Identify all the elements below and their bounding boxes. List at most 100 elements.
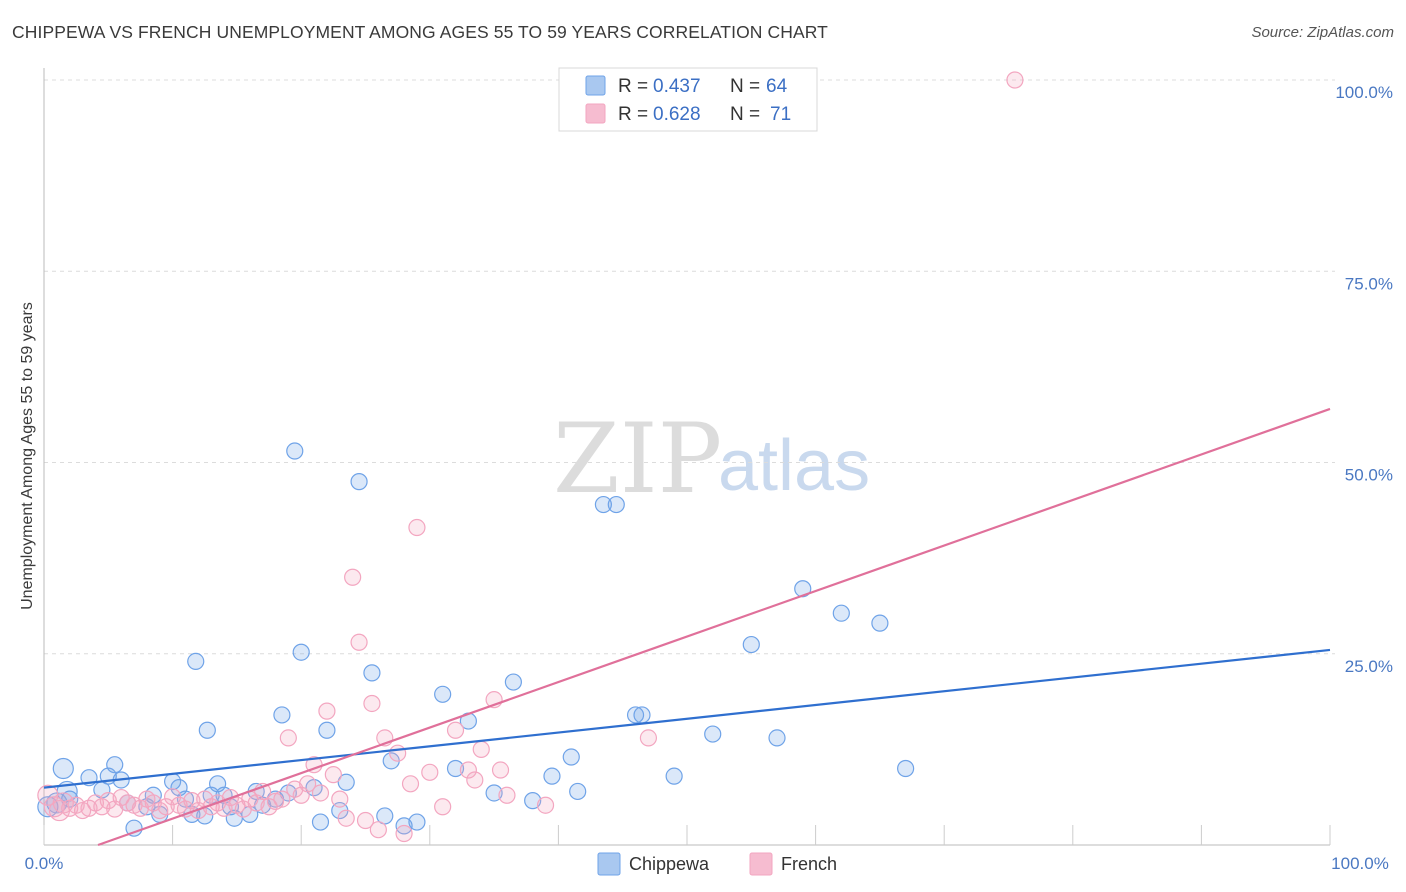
french-point — [311, 784, 330, 802]
watermark: ZIP atlas — [553, 403, 870, 515]
chippewa-point — [871, 614, 889, 632]
chippewa-point — [273, 706, 291, 724]
legend-r-value-chippewa: 0.437 — [653, 76, 701, 97]
series-legend-swatch-chippewa — [597, 852, 621, 876]
french-point — [421, 763, 439, 781]
chippewa-point — [594, 495, 613, 514]
chippewa-point — [633, 706, 651, 724]
correlation-legend: R = 0.437 N = 64 R = 0.628 N = 71 — [558, 67, 818, 132]
chippewa-point — [562, 748, 580, 766]
french-point — [389, 744, 407, 762]
french-point — [37, 784, 59, 806]
y-tick-label: 75.0% — [1345, 274, 1393, 293]
french-point — [131, 799, 150, 817]
french-point — [183, 792, 201, 810]
watermark-atlas: atlas — [718, 426, 870, 506]
french-point — [350, 633, 368, 651]
chippewa-point — [434, 685, 452, 703]
french-trend-line — [97, 407, 1331, 847]
french-point — [93, 798, 111, 816]
legend-r-value-french: 0.628 — [653, 104, 701, 125]
french-point — [279, 729, 297, 747]
french-point — [472, 740, 490, 758]
french-point — [401, 775, 420, 793]
gridlines — [44, 79, 1335, 655]
chippewa-point — [704, 725, 722, 743]
series-legend: Chippewa French — [597, 852, 837, 876]
french-point — [157, 798, 175, 816]
chippewa-point — [311, 813, 330, 831]
french-point — [1006, 71, 1024, 89]
legend-n-value-french: 71 — [770, 104, 791, 125]
french-point — [273, 790, 291, 808]
y-tick-label: 25.0% — [1345, 657, 1393, 676]
y-tick-label: 50.0% — [1345, 466, 1393, 485]
french-point — [395, 824, 413, 843]
french-point — [331, 790, 349, 808]
legend-swatch-french — [585, 103, 606, 124]
chippewa-point — [350, 473, 368, 491]
chippewa-point — [446, 759, 465, 778]
chart-title: CHIPPEWA VS FRENCH UNEMPLOYMENT AMONG AG… — [12, 22, 828, 42]
series-legend-swatch-french — [749, 852, 773, 876]
chippewa-point — [187, 652, 205, 671]
chippewa-point — [176, 790, 195, 808]
chippewa-point — [52, 757, 74, 780]
chippewa-point — [198, 721, 216, 739]
french-point — [639, 729, 658, 747]
legend-n-label-chippewa: N = — [730, 76, 760, 97]
chippewa-point — [626, 706, 645, 724]
french-point — [491, 761, 510, 779]
chippewa-point — [376, 807, 394, 825]
french-point — [324, 766, 342, 784]
tick-labels: 25.0% 50.0% 75.0% 100.0% 0.0% 100.0% — [25, 83, 1393, 873]
chippewa-point — [363, 664, 381, 682]
source-credit: Source: ZipAtlas.com — [1251, 24, 1394, 41]
french-point — [344, 568, 362, 586]
french-point — [369, 821, 387, 839]
french-point — [299, 775, 317, 793]
french-point — [363, 694, 381, 713]
chippewa-point — [543, 767, 561, 785]
chippewa-point — [897, 759, 915, 778]
chippewa-point — [524, 792, 542, 810]
chippewa-point — [607, 495, 625, 514]
x-tick-label-max: 100.0% — [1331, 854, 1389, 873]
chippewa-point — [832, 604, 850, 622]
french-point — [286, 780, 304, 798]
chippewa-point — [569, 782, 587, 801]
chippewa-point — [125, 819, 143, 837]
chippewa-point — [337, 773, 355, 791]
chippewa-point — [768, 729, 786, 747]
chippewa-point — [485, 784, 503, 802]
y-tick-label: 100.0% — [1335, 83, 1393, 102]
french-point — [459, 761, 477, 779]
legend-r-label-chippewa: R = — [618, 76, 648, 97]
legend-n-label-french: N = — [730, 104, 760, 125]
x-tick-label-min: 0.0% — [25, 854, 64, 873]
chippewa-point — [665, 767, 683, 785]
chippewa-point — [318, 721, 336, 739]
french-point — [337, 809, 355, 827]
french-point — [318, 702, 336, 720]
legend-n-value-chippewa: 64 — [766, 76, 788, 97]
trend-lines — [43, 407, 1331, 847]
french-point — [536, 796, 555, 814]
french-point — [446, 721, 465, 739]
series-legend-label-french: French — [781, 854, 837, 874]
french-point — [434, 798, 452, 816]
chippewa-point — [408, 813, 426, 831]
watermark-zip: ZIP — [553, 403, 722, 515]
legend-swatch-chippewa — [585, 75, 606, 96]
chippewa-point — [106, 756, 124, 774]
series-legend-label-chippewa: Chippewa — [629, 854, 710, 874]
french-point — [408, 518, 426, 537]
legend-r-label-french: R = — [618, 104, 648, 125]
data-points — [37, 71, 1024, 843]
french-point — [466, 771, 484, 789]
chippewa-point — [504, 673, 522, 691]
french-point — [498, 786, 516, 804]
axes — [43, 68, 1331, 846]
chippewa-trend-line — [43, 648, 1331, 789]
